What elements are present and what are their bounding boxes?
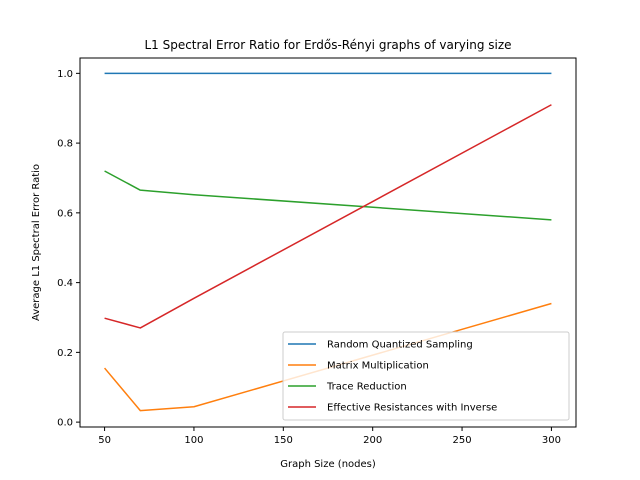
x-axis: 50 100 150 200 250 300 [98, 427, 561, 446]
legend-label: Matrix Multiplication [327, 361, 429, 372]
legend: Random Quantized Sampling Matrix Multipli… [282, 331, 570, 421]
y-tick-label: 0.0 [57, 418, 73, 429]
x-tick-label: 50 [98, 435, 111, 446]
chart-title: L1 Spectral Error Ratio for Erdős-Rényi … [144, 38, 511, 52]
series-line-3 [104, 104, 552, 329]
y-tick-label: 0.2 [57, 348, 73, 359]
y-tick-label: 0.4 [57, 278, 73, 289]
y-axis-label: Average L1 Spectral Error Ratio [31, 164, 42, 321]
legend-label: Trace Reduction [326, 382, 407, 393]
x-tick-label: 150 [274, 435, 293, 446]
y-tick-label: 0.6 [57, 208, 73, 219]
x-axis-label: Graph Size (nodes) [280, 459, 376, 470]
legend-label: Effective Resistances with Inverse [327, 403, 497, 414]
x-tick-label: 250 [453, 435, 472, 446]
legend-box [282, 331, 570, 421]
x-tick-label: 300 [542, 435, 561, 446]
legend-label: Random Quantized Sampling [327, 340, 473, 351]
x-tick-label: 100 [184, 435, 203, 446]
y-axis: 0.0 0.2 0.4 0.6 0.8 1.0 [57, 69, 80, 429]
y-tick-label: 1.0 [57, 69, 73, 80]
plot-area [79, 57, 577, 428]
x-tick-label: 200 [363, 435, 382, 446]
series-line-2 [104, 170, 552, 221]
y-tick-label: 0.8 [57, 139, 73, 150]
